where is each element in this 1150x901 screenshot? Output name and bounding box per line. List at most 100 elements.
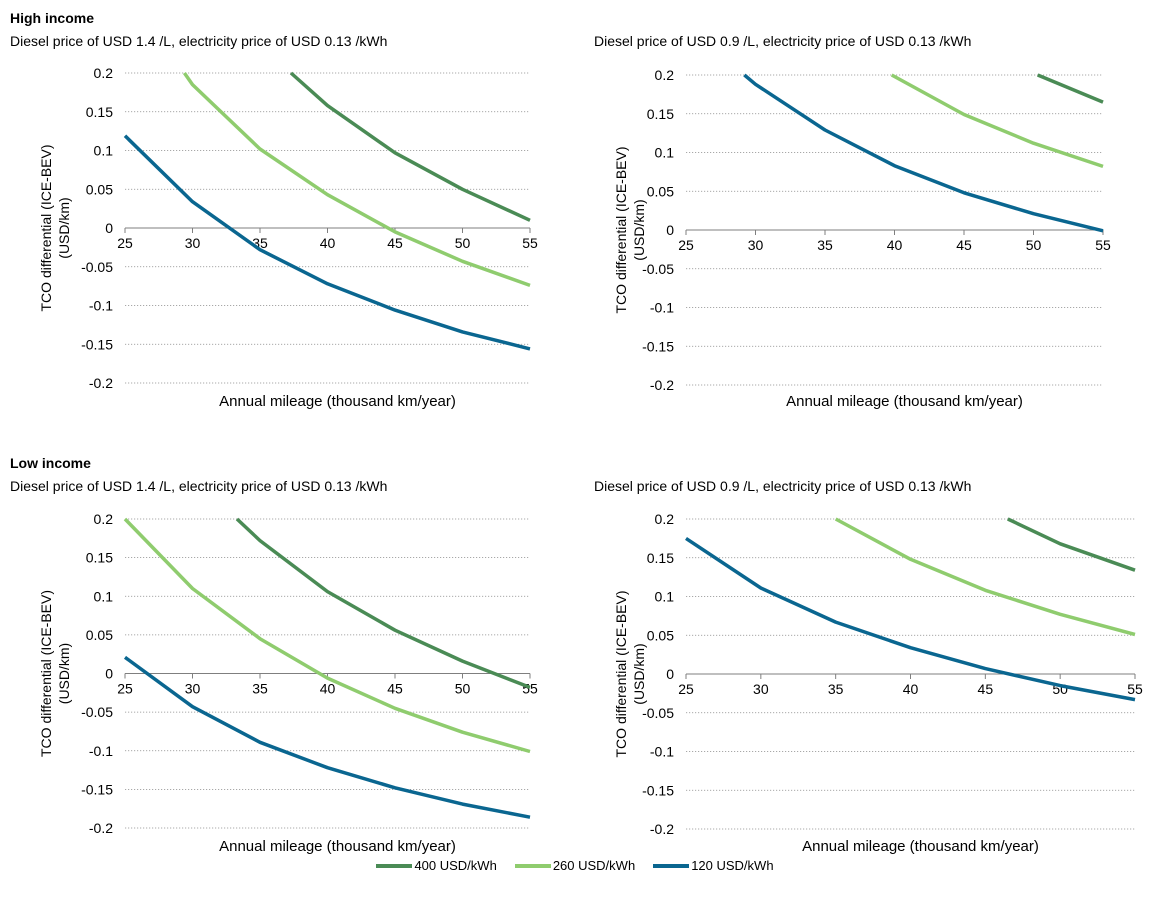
- y-tick-label: 0.15: [647, 550, 674, 566]
- x-axis-label: Annual mileage (thousand km/year): [802, 838, 1039, 855]
- legend-swatch: [653, 863, 690, 868]
- x-tick-label: 40: [887, 237, 903, 253]
- y-tick-label: -0.2: [650, 821, 674, 837]
- x-axis-label: Annual mileage (thousand km/year): [786, 393, 1023, 410]
- series-line-260: [834, 517, 1136, 637]
- y-tick-label: -0.05: [642, 261, 674, 277]
- chart-subtitle: Diesel price of USD 0.9 /L, electricity …: [594, 478, 972, 494]
- section-title-high-income: High income: [10, 10, 95, 26]
- y-tick-label: 0: [105, 666, 113, 682]
- line-chart-low-income-diesel-0-9: 0.2 0.15 0.1 0.05 0 -0.05 -0.1 -0.15 -0.2 25 30 35 4…: [613, 511, 1143, 855]
- y-tick-label: 0: [666, 222, 674, 238]
- x-tick-label: 55: [1095, 237, 1111, 253]
- y-axis-label: TCO differential (ICE-BEV) (USD/km): [38, 590, 72, 757]
- y-tick-label: -0.1: [650, 300, 674, 316]
- series-line-120: [123, 655, 531, 819]
- y-tick-label: -0.1: [89, 298, 113, 314]
- x-tick-label: 40: [903, 681, 919, 697]
- y-tick-label: 0.2: [94, 65, 114, 81]
- x-tick-label: 40: [320, 235, 336, 251]
- legend-swatch: [514, 863, 551, 868]
- y-tick-label: -0.05: [81, 704, 113, 720]
- x-tick-label: 40: [320, 681, 336, 697]
- line-chart-low-income-diesel-1-4: 0.2 0.15 0.1 0.05 0 -0.05 -0.1 -0.15 -0.2 25 30 35 4…: [38, 511, 538, 855]
- y-tick-label: 0.1: [655, 589, 675, 605]
- y-tick-label: -0.2: [89, 375, 113, 391]
- x-tick-label: 25: [678, 681, 694, 697]
- series-line-260: [182, 71, 531, 288]
- y-tick-label: 0.05: [86, 627, 113, 643]
- y-tick-label: -0.05: [642, 705, 674, 721]
- x-tick-label: 30: [185, 681, 201, 697]
- x-tick-label: 45: [387, 235, 403, 251]
- x-tick-label: 50: [455, 681, 471, 697]
- legend-label: 400 USD/kWh: [414, 858, 497, 873]
- series-line-120: [743, 73, 1104, 233]
- y-tick-label: 0.15: [86, 104, 113, 120]
- y-tick-label: 0.05: [86, 181, 113, 197]
- series-line-400: [1007, 517, 1136, 572]
- y-axis-label: TCO differential (ICE-BEV) (USD/km): [613, 590, 647, 757]
- x-tick-label: 35: [828, 681, 844, 697]
- y-tick-label: -0.05: [81, 259, 113, 275]
- x-tick-label: 55: [522, 681, 538, 697]
- legend-label: 120 USD/kWh: [691, 858, 774, 873]
- y-tick-label: 0.05: [647, 183, 674, 199]
- y-tick-label: 0.1: [94, 143, 114, 159]
- x-tick-label: 25: [678, 237, 694, 253]
- x-tick-label: 55: [522, 235, 538, 251]
- x-tick-label: 30: [185, 235, 201, 251]
- y-tick-label: 0.1: [655, 145, 675, 161]
- section-title-low-income: Low income: [10, 455, 91, 471]
- y-tick-label: 0.15: [86, 550, 113, 566]
- chart-subtitle: Diesel price of USD 1.4 /L, electricity …: [10, 33, 388, 49]
- x-tick-label: 25: [117, 681, 133, 697]
- series-line-260: [890, 73, 1104, 169]
- line-chart-high-income-diesel-1-4: 0.20.150.10.050-0.05-0.1-0.15-0.225 30 35 4…: [38, 65, 538, 410]
- x-tick-label: 50: [455, 235, 471, 251]
- x-axis-label: Annual mileage (thousand km/year): [219, 838, 456, 855]
- series-line-400: [1037, 73, 1104, 104]
- x-tick-label: 30: [748, 237, 764, 253]
- y-tick-label: -0.1: [89, 743, 113, 759]
- x-tick-label: 30: [753, 681, 769, 697]
- chart-subtitle: Diesel price of USD 1.4 /L, electricity …: [10, 478, 388, 494]
- y-tick-label: -0.15: [81, 781, 113, 797]
- y-tick-label: 0.15: [647, 106, 674, 122]
- series-line-400: [235, 517, 531, 690]
- y-tick-label: 0.2: [94, 511, 114, 527]
- series-line-260: [123, 517, 531, 754]
- legend-item-260: 260 USD/kWh: [514, 858, 636, 873]
- x-tick-label: 45: [956, 237, 972, 253]
- y-tick-label: 0: [105, 220, 113, 236]
- y-tick-label: -0.1: [650, 744, 674, 760]
- x-tick-label: 55: [1127, 681, 1143, 697]
- series-line-400: [289, 71, 531, 222]
- y-tick-label: 0.05: [647, 627, 674, 643]
- y-tick-label: -0.15: [642, 338, 674, 354]
- y-axis-label: TCO differential (ICE-BEV) (USD/km): [613, 146, 647, 313]
- x-tick-label: 35: [252, 681, 268, 697]
- y-tick-label: -0.2: [650, 377, 674, 393]
- y-tick-label: 0.2: [655, 67, 675, 83]
- x-tick-label: 50: [1026, 237, 1042, 253]
- x-tick-label: 45: [387, 681, 403, 697]
- y-tick-label: -0.15: [642, 782, 674, 798]
- legend-item-400: 400 USD/kWh: [376, 858, 497, 873]
- legend-swatch: [376, 863, 413, 868]
- chart-subtitle: Diesel price of USD 0.9 /L, electricity …: [594, 33, 972, 49]
- y-tick-label: -0.15: [81, 336, 113, 352]
- y-tick-label: -0.2: [89, 820, 113, 836]
- x-tick-label: 45: [978, 681, 994, 697]
- series-line-120: [685, 536, 1136, 702]
- chart-legend: 400 USD/kWh 260 USD/kWh 120 USD/kWh: [0, 858, 1150, 873]
- legend-item-120: 120 USD/kWh: [653, 858, 774, 873]
- legend-label: 260 USD/kWh: [552, 858, 636, 873]
- line-chart-high-income-diesel-0-9: 0.2 0.15 0.1 0.05 0 -0.05 -0.1 -0.15 -0.2 25 30 35 4…: [613, 67, 1111, 410]
- x-tick-label: 35: [817, 237, 833, 253]
- x-tick-label: 25: [117, 235, 133, 251]
- series-line-120: [123, 134, 531, 351]
- y-tick-label: 0.2: [655, 511, 675, 527]
- y-axis-label: TCO differential (ICE-BEV) (USD/km): [38, 144, 72, 311]
- y-tick-label: 0.1: [94, 588, 114, 604]
